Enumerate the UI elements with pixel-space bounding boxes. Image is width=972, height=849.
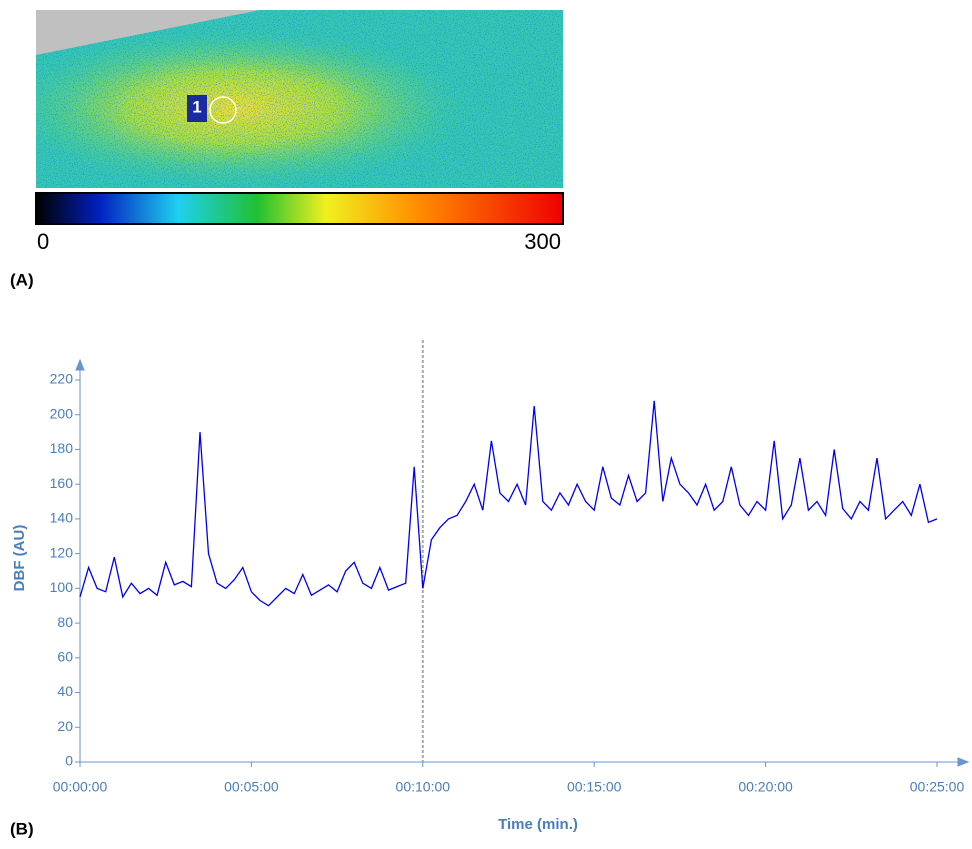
x-axis-title: Time (min.) — [498, 816, 578, 833]
y-tick-label: 140 — [50, 510, 74, 526]
y-tick-label: 180 — [50, 440, 74, 456]
data-line — [79, 400, 938, 607]
speckle-image: 1 — [36, 10, 563, 188]
y-tick-label: 40 — [57, 683, 73, 699]
colorbar-min: 0 — [37, 229, 49, 254]
colorbar — [35, 192, 564, 225]
y-tick-label: 20 — [57, 718, 73, 734]
y-tick-label: 200 — [50, 405, 74, 421]
x-tick-label: 00:05:00 — [224, 779, 279, 795]
x-tick-label: 00:15:00 — [567, 779, 622, 795]
y-tick-label: 160 — [50, 475, 74, 491]
y-axis-title: DBF (AU) — [11, 525, 28, 592]
x-tick-label: 00:00:00 — [53, 779, 108, 795]
y-tick-label: 120 — [50, 544, 74, 560]
roi-label: 1 — [192, 97, 201, 116]
y-tick-label: 220 — [50, 371, 74, 387]
panel-label: (A) — [10, 270, 34, 289]
x-tick-label: 00:10:00 — [396, 779, 451, 795]
y-tick-label: 0 — [65, 753, 73, 769]
colorbar-max: 300 — [524, 229, 561, 254]
panel-label: (B) — [10, 819, 34, 838]
axes — [75, 358, 970, 767]
x-tick-label: 00:25:00 — [910, 779, 965, 795]
y-tick-label: 80 — [57, 614, 73, 630]
y-tick-label: 60 — [57, 649, 73, 665]
x-tick-label: 00:20:00 — [738, 779, 793, 795]
y-tick-label: 100 — [50, 579, 74, 595]
